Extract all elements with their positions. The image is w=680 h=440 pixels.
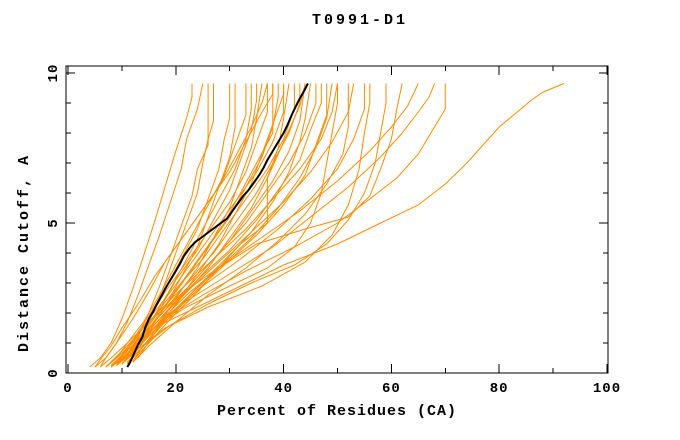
model-curve [126,83,328,365]
model-curve [116,83,301,366]
y-axis-label: Distance Cutoff, A [16,153,33,352]
y-tick-label: 5 [46,218,62,227]
highlighted-model-curve [126,83,309,368]
model-curve [110,83,231,366]
model-curve [132,83,349,363]
model-curve [137,83,285,359]
chart-title: T0991-D1 [311,12,408,29]
model-curve [110,83,295,368]
model-curve [116,83,338,365]
model-curve [121,83,279,365]
x-tick-label: 40 [274,381,293,397]
x-tick-label: 20 [166,381,185,397]
x-tick-label: 60 [382,381,401,397]
y-tick-label: 0 [46,368,62,377]
x-tick-label: 80 [490,381,509,397]
model-curve [132,83,263,362]
model-curve [116,83,209,366]
model-curve [105,83,338,368]
model-curve [121,83,258,365]
x-tick-label: 100 [593,381,621,397]
y-tick-label: 10 [46,64,62,83]
model-curve [105,83,285,368]
model-curve [132,83,311,362]
model-curve [121,83,306,365]
x-axis-label: Percent of Residues (CA) [216,403,458,420]
model-curve [126,83,387,363]
model-curve [121,83,403,365]
x-tick-label: 0 [63,381,72,397]
model-curve [121,83,371,365]
model-curve [89,83,193,368]
model-curve [116,83,252,366]
model-curve [121,83,306,365]
model-curve [105,83,565,368]
model-curve [99,83,274,368]
model-curve [105,83,247,368]
